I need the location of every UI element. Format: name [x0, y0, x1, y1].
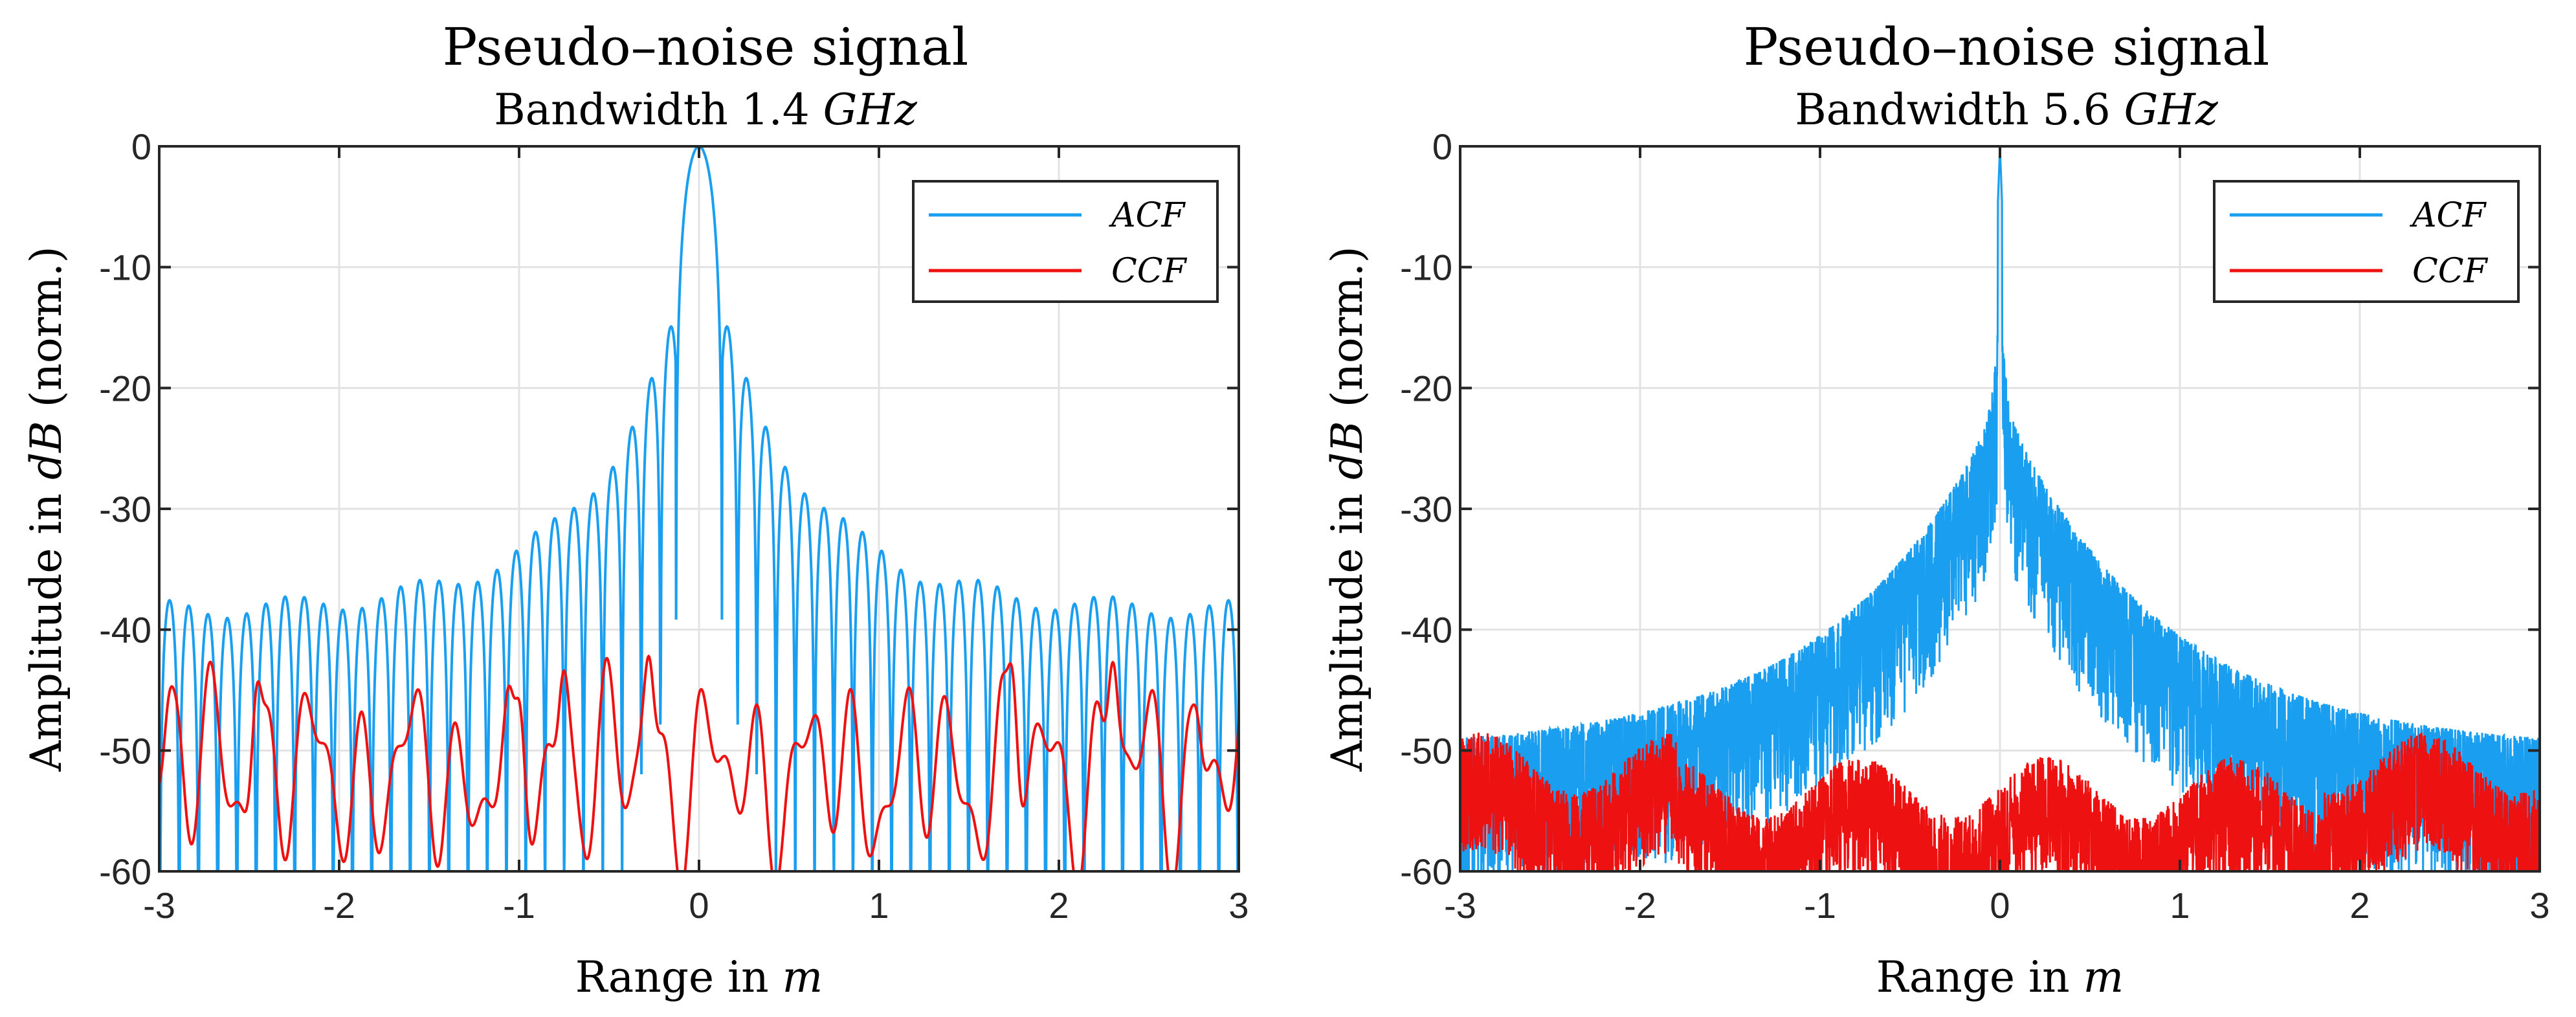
y-tick-label: 0 — [131, 126, 151, 167]
chart-subtitle: Bandwidth 1.4 GHz — [494, 85, 918, 135]
legend-box — [2213, 180, 2520, 303]
chart-panel-1: Pseudo–noise signal Bandwidth 1.4 GHz -3 -2… — [21, 17, 1249, 1002]
legend-label-acf: ACF — [2410, 196, 2487, 235]
x-tick-label: -1 — [1804, 885, 1836, 926]
x-tick-label: -1 — [503, 885, 535, 926]
chart-subtitle: Bandwidth 5.6 GHz — [1795, 85, 2219, 135]
y-axis-label-suffix: (norm.) — [21, 246, 71, 421]
y-tick-label: -20 — [1400, 368, 1452, 408]
y-tick-label: -40 — [1400, 610, 1452, 651]
y-tick-label: -50 — [99, 730, 151, 771]
x-tick-label: 1 — [869, 885, 889, 926]
x-tick-label: 1 — [2170, 885, 2190, 926]
y-tick-label: -50 — [1400, 730, 1452, 771]
chart-title: Pseudo–noise signal — [443, 17, 969, 77]
x-tick-label: -3 — [1444, 885, 1476, 926]
y-tick-label: -60 — [1400, 851, 1452, 892]
x-tick-label: 3 — [2529, 885, 2549, 926]
x-tick-label: 2 — [1049, 885, 1069, 926]
y-tick-label: 0 — [1432, 126, 1452, 167]
y-axis-label-text: Amplitude in — [21, 480, 71, 772]
x-tick-label: 2 — [2349, 885, 2370, 926]
series-line-acf — [159, 146, 1239, 871]
y-axis-label: Amplitude in dB (norm.) — [21, 246, 71, 772]
y-tick-label: -30 — [1400, 489, 1452, 530]
y-tick-label: -10 — [99, 247, 151, 288]
y-axis-label-unit: dB — [1322, 421, 1372, 480]
subtitle-text: Bandwidth 5.6 — [1795, 85, 2124, 135]
x-tick-label: -3 — [143, 885, 175, 926]
x-axis-label: Range in m — [1876, 952, 2124, 1002]
x-tick-label: 0 — [689, 885, 709, 926]
series-line-acf — [1460, 146, 2540, 871]
legend: ACF CCF — [2213, 180, 2520, 303]
x-tick-label: -2 — [1624, 885, 1656, 926]
legend-label-ccf: CCF — [1111, 252, 1188, 291]
subtitle-unit: GHz — [2124, 85, 2219, 135]
x-axis-label-unit: m — [2083, 952, 2124, 1002]
y-axis-label: Amplitude in dB (norm.) — [1322, 246, 1372, 772]
y-axis-label-text: Amplitude in — [1322, 480, 1372, 772]
x-axis-label: Range in m — [575, 952, 823, 1002]
chart-panel-2: Pseudo–noise signal Bandwidth 5.6 GHz -3 -2… — [1322, 17, 2550, 1002]
plot-area — [1460, 146, 2540, 871]
x-axis-label-text: Range in — [1876, 952, 2083, 1002]
y-tick-label: -10 — [1400, 247, 1452, 288]
y-axis-label-unit: dB — [21, 421, 71, 480]
subtitle-text: Bandwidth 1.4 — [494, 85, 823, 135]
series-line-ccf — [1460, 732, 2540, 871]
plot-area — [159, 146, 1239, 871]
y-tick-label: -40 — [99, 610, 151, 651]
x-axis-label-text: Range in — [575, 952, 783, 1002]
x-tick-label: 3 — [1228, 885, 1249, 926]
y-tick-label: -60 — [99, 851, 151, 892]
legend-box — [912, 180, 1219, 303]
chart-title: Pseudo–noise signal — [1744, 17, 2270, 77]
legend-label-ccf: CCF — [2412, 252, 2489, 291]
y-tick-label: -20 — [99, 368, 151, 408]
subtitle-unit: GHz — [823, 85, 918, 135]
y-tick-label: -30 — [99, 489, 151, 530]
legend-label-acf: ACF — [1109, 196, 1186, 235]
x-axis-label-unit: m — [783, 952, 823, 1002]
legend: ACF CCF — [912, 180, 1219, 303]
x-tick-label: 0 — [1990, 885, 2010, 926]
y-axis-label-suffix: (norm.) — [1322, 246, 1372, 421]
series-line-ccf — [159, 654, 1239, 871]
x-tick-label: -2 — [323, 885, 355, 926]
